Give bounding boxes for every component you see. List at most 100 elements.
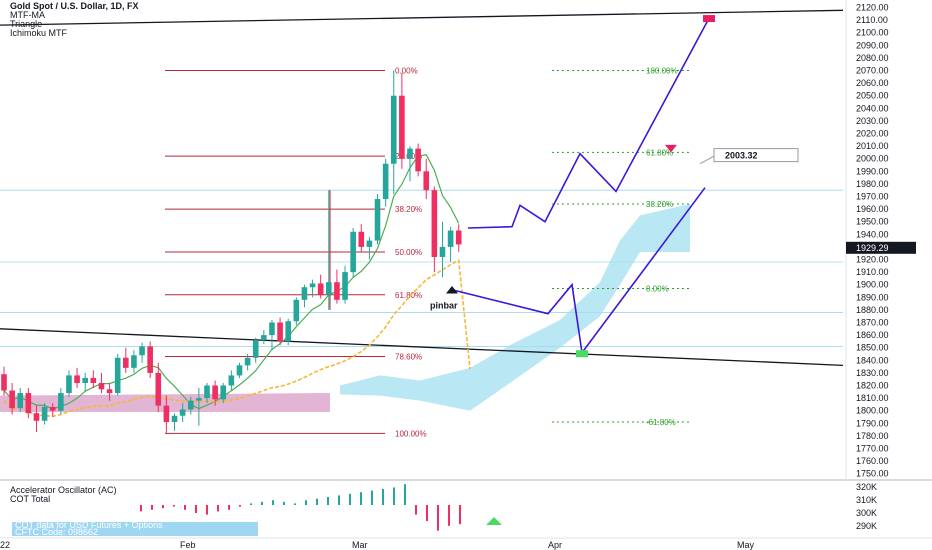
ichimoku-cloud [0,204,690,412]
ac-bar [404,484,406,505]
candle-body [58,393,64,411]
ac-bar [327,497,329,505]
ac-bar [371,490,373,505]
candle-body [301,287,308,300]
candle-body [139,346,145,356]
fib-green-label: 100.00% [646,67,678,76]
entry-marker [576,350,588,358]
fib-green-label: 0.00% [646,284,669,293]
y-tick-label: 2080.00 [856,53,889,63]
y-tick-label: 1870.00 [856,318,889,328]
candle-body [196,398,202,401]
candle-body [90,377,97,383]
candle-body [366,240,373,247]
y-tick-label: 1990.00 [856,166,889,176]
indicator-triangle[interactable]: Triangle [10,19,43,29]
candle-body [326,282,332,295]
y-tick-label: 2050.00 [856,91,889,101]
last-price-label: 1929.29 [856,243,889,253]
candle-body [114,357,121,394]
candle-body [204,385,210,399]
candle-body [212,385,218,400]
sub-tick-label: 320K [856,482,877,492]
price-axis: 1750.00 1760.00 1770.00 1780.00 1790.00 1800.… [845,0,916,480]
ac-bar [140,505,142,512]
fib-red-label: 100.00% [395,429,427,438]
ac-bar [393,487,395,505]
y-tick-label: 2030.00 [856,116,889,126]
ac-bar [217,505,219,512]
cot-info-line-2: CFTC Code: 098662 [15,527,99,537]
sub-tick-label: 290K [856,521,877,531]
y-tick-label: 1960.00 [856,204,889,214]
y-tick-label: 2020.00 [856,129,889,139]
sub-tick-label: 300K [856,508,877,518]
ac-bar [261,501,263,505]
fib-red-label: 78.60% [395,353,422,362]
y-tick-label: 2000.00 [856,154,889,164]
y-tick-label: 1910.00 [856,267,889,277]
candle-body [309,283,316,288]
projection-upper [467,19,709,229]
ac-bar [459,505,461,525]
y-tick-label: 1790.00 [856,418,889,428]
fib-red-label: 38.20% [395,205,422,214]
projection-paths [451,19,709,355]
candle-body [66,375,72,394]
candle-body [342,272,348,300]
ac-bar [349,493,351,505]
candle-body [334,282,340,300]
cot-info-box: COT data for USD Futures + Options CFTC … [12,520,258,537]
markers: pinbar 2003.32 [430,15,799,358]
candle-body [123,357,129,368]
sub-tick-label: 310K [856,495,877,505]
indicator-mtf-ma[interactable]: MTF-MA [10,10,45,20]
fib-red-label: 0.00% [395,67,418,76]
y-tick-label: 1970.00 [856,192,889,202]
ac-bar [338,495,340,505]
candle-body [358,231,365,247]
candle-body [439,246,446,257]
candle-body [25,393,32,414]
candle-body [74,375,80,383]
candle-body [82,377,88,383]
candle-body [317,283,324,295]
y-tick-label: 1880.00 [856,305,889,315]
y-tick-label: 2040.00 [856,103,889,113]
indicator-accelerator[interactable]: Accelerator Oscillator (AC) [10,485,117,495]
indicator-cot-total[interactable]: COT Total [10,494,51,504]
y-tick-label: 1980.00 [856,179,889,189]
projection-lower [451,187,706,355]
y-tick-label: 2090.00 [856,40,889,50]
y-tick-label: 1810.00 [856,393,889,403]
candle-body [98,382,105,390]
y-tick-label: 1950.00 [856,217,889,227]
candle-body [285,321,291,342]
ac-bar [316,498,318,505]
ac-bar [250,503,252,505]
cot-info-line-1: COT data for USD Futures + Options [15,520,163,530]
cloud-bullish [340,204,690,411]
ac-bar [360,492,362,505]
callout-box [713,148,799,163]
candle-body [9,390,15,409]
y-tick-label: 1840.00 [856,355,889,365]
ac-bar [382,489,384,505]
chart-title: Gold Spot / U.S. Dollar, 1D, FX [10,1,139,11]
candle-body [455,230,462,245]
ac-bar [283,501,285,505]
y-tick-label: 1830.00 [856,368,889,378]
ac-bar [184,505,186,510]
y-tick-label: 2120.00 [856,3,889,13]
indicator-ichimoku[interactable]: Ichimoku MTF [10,28,68,38]
y-tick-label: 1780.00 [856,431,889,441]
x-tick-label: May [737,540,755,550]
upper-trendline [0,9,844,26]
cloud-bearish [0,393,330,412]
ma-fast [3,154,460,410]
y-tick-label: 1890.00 [856,292,889,302]
x-tick-label: Mar [352,540,368,550]
lower-trendline [0,328,844,366]
